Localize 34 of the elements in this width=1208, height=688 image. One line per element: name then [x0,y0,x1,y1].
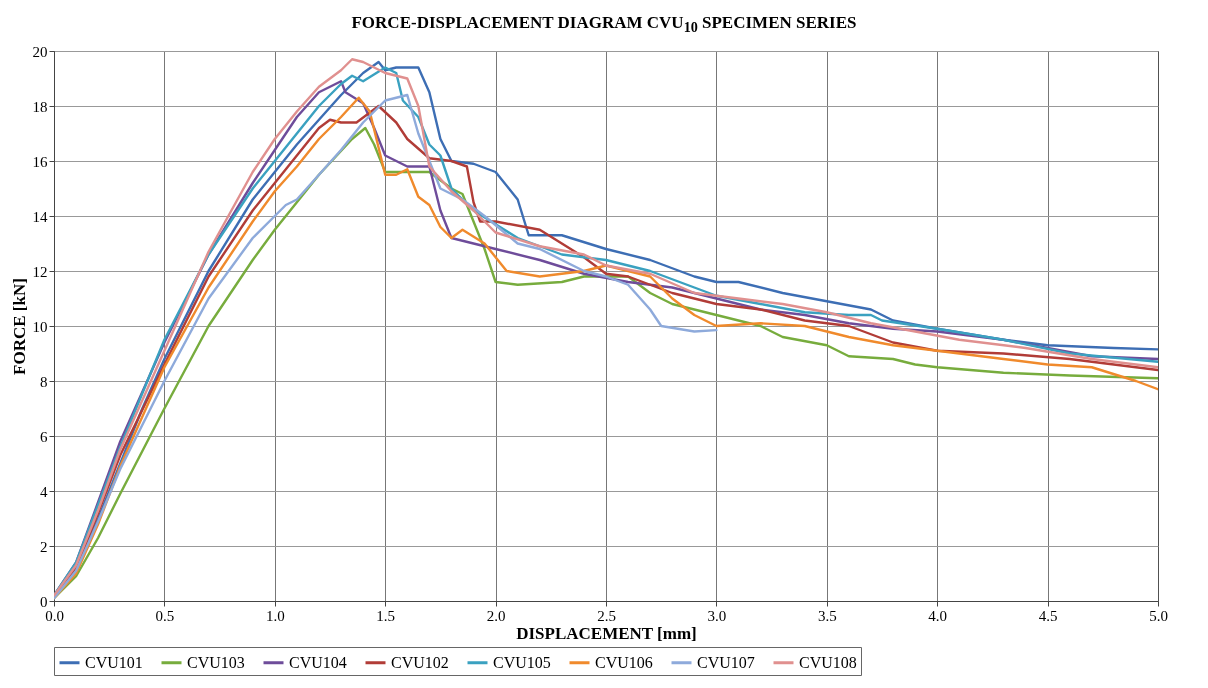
y-tick-label: 6 [40,428,48,445]
legend-label: CVU105 [493,653,551,671]
y-tick-label: 14 [32,208,48,225]
legend-label: CVU102 [391,653,449,671]
x-tick-label: 0.5 [155,607,175,624]
x-tick-label: 1.0 [265,607,285,624]
y-tick-label: 12 [32,263,48,280]
y-axis-title: FORCE [kN] [9,278,29,375]
y-tick-label: 8 [40,373,48,390]
x-tick-label: 3.0 [707,607,727,624]
legend-label: CVU103 [187,653,245,671]
y-tick-label: 10 [32,318,48,335]
line-series [54,93,718,600]
x-tick-label: 1.5 [376,607,396,624]
y-tick-label: 18 [32,98,48,115]
x-tick-label: 2.5 [597,607,616,624]
legend-label: CVU107 [697,653,755,671]
x-tick-label: 3.5 [817,607,837,624]
x-tick-label: 4.0 [928,607,948,624]
x-tick-label: 5.0 [1149,607,1168,624]
legend-label: CVU106 [595,653,653,671]
x-tick-label: 0.0 [45,607,64,624]
legend-label: CVU104 [289,653,347,671]
legend-label: CVU108 [799,653,857,671]
y-tick-label: 4 [40,483,48,500]
y-tick-label: 20 [32,43,48,60]
y-tick-label: 16 [32,153,48,170]
y-tick-label: 2 [40,538,48,555]
x-axis-title: DISPLACEMENT [mm] [516,623,697,643]
x-tick-label: 2.0 [486,607,506,624]
chart-title: FORCE-DISPLACEMENT DIAGRAM CVU$_{10}$ SPECIMEN SERIES [350,12,858,38]
y-tick-label: 0 [40,593,48,610]
x-tick-label: 4.5 [1038,607,1058,624]
legend-label: CVU101 [85,653,143,671]
